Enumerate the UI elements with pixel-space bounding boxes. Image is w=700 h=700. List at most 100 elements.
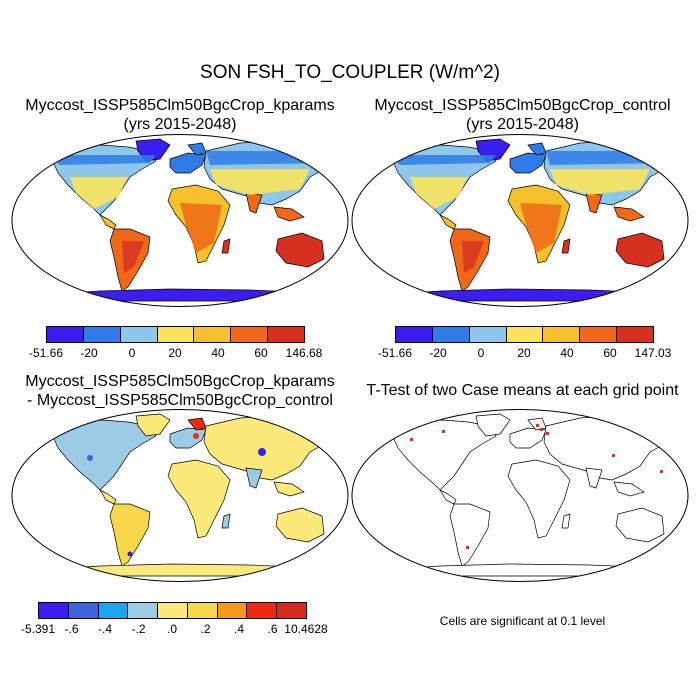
colorbar-segment xyxy=(276,602,307,619)
map-border xyxy=(351,409,689,582)
map-border xyxy=(351,134,689,307)
land-camerica xyxy=(439,489,457,505)
colorbar-segment xyxy=(579,326,618,343)
panel-ttest-title: T-Test of two Case means at each grid po… xyxy=(366,382,679,399)
colorbar-label: .2 xyxy=(200,622,211,636)
map-control xyxy=(351,134,689,307)
colorbar-segment xyxy=(127,602,159,619)
land-seasia xyxy=(273,206,305,222)
panel-difference-title-line2: - Myccost_ISSP585Clm50BgcCrop_control xyxy=(27,392,333,409)
land-africa xyxy=(167,459,231,539)
land-india xyxy=(245,192,263,214)
colorbar-segment xyxy=(505,326,544,343)
land-europe xyxy=(509,427,547,449)
colorbar-label: -5.391 xyxy=(20,622,56,636)
land-nz xyxy=(329,260,339,276)
panel-kparams-title-line1: Myccost_ISSP585Clm50BgcCrop_kparams xyxy=(25,97,335,114)
land-samerica xyxy=(109,503,151,567)
colorbar-label: -51.66 xyxy=(28,346,64,360)
land-antarctica xyxy=(28,563,329,577)
land-seasia xyxy=(613,481,645,497)
colorbar-label: 146.68 xyxy=(285,346,323,360)
colorbar-segment xyxy=(119,326,158,343)
panel-control-title-line1: Myccost_ISSP585Clm50BgcCrop_control xyxy=(374,97,671,114)
colorbar-segment xyxy=(82,326,121,343)
panel-difference-title-line1: Myccost_ISSP585Clm50BgcCrop_kparams xyxy=(25,373,335,390)
map-border xyxy=(11,409,349,582)
colorbar-label: 40 xyxy=(560,346,574,360)
land-india xyxy=(245,467,263,489)
land-india xyxy=(585,192,603,214)
land-madagascar xyxy=(221,513,231,529)
colorbar-segment xyxy=(156,326,195,343)
colorbar-label: .6 xyxy=(267,622,278,636)
colorbar-segment xyxy=(186,602,218,619)
colorbar-segment xyxy=(193,326,232,343)
land-europe xyxy=(169,152,207,174)
colorbar-label: -.6 xyxy=(64,622,79,636)
land-madagascar xyxy=(561,238,571,254)
colorbar-segment xyxy=(616,326,654,343)
colorbar-label: 147.03 xyxy=(634,346,672,360)
panel-control-title-line2: (yrs 2015-2048) xyxy=(466,116,579,133)
land-antarctica xyxy=(28,288,329,302)
panel-control-title: Myccost_ISSP585Clm50BgcCrop_control (yrs… xyxy=(350,96,695,134)
colorbar-label: .0 xyxy=(166,622,178,636)
land-greenland xyxy=(475,413,511,437)
land-camerica xyxy=(99,489,117,505)
figure-title: SON FSH_TO_COUPLER (W/m^2) xyxy=(200,62,500,83)
land-nz xyxy=(669,535,679,551)
land-europe xyxy=(169,427,207,449)
panel-kparams-title: Myccost_ISSP585Clm50BgcCrop_kparams (yrs… xyxy=(10,96,350,134)
land-namerica xyxy=(389,419,497,491)
colorbar-segment xyxy=(230,326,269,343)
significance-note: Cells are significant at 0.1 level xyxy=(439,614,606,628)
colorbar-segment xyxy=(395,326,433,343)
land-greenland xyxy=(135,413,171,437)
colorbar-difference: -5.391 -.6 -.4 -.2 .0 .2 .4 .6 10.4628 xyxy=(21,602,328,636)
colorbar-label: -20 xyxy=(80,346,98,360)
colorbar-segment xyxy=(67,602,99,619)
land-madagascar xyxy=(561,513,571,529)
land-nz xyxy=(669,260,679,276)
colorbar-label: 40 xyxy=(211,346,225,360)
colorbar-label: -.4 xyxy=(97,622,113,636)
colorbar-control: -51.66 -20 0 20 40 60 147.03 xyxy=(378,326,671,360)
colorbar-label: -.2 xyxy=(131,622,146,636)
colorbar-segment xyxy=(246,602,278,619)
colorbar-segment xyxy=(216,602,248,619)
colorbar-label: 20 xyxy=(517,346,531,360)
land-europe xyxy=(509,152,547,174)
land-antarctica xyxy=(368,563,669,577)
land-samerica xyxy=(449,503,491,567)
land-namerica xyxy=(49,419,157,491)
land-australia xyxy=(275,507,325,543)
colorbar-segment xyxy=(97,602,129,619)
land-india xyxy=(585,467,603,489)
land-antarctica xyxy=(368,288,669,302)
colorbar-segment xyxy=(431,326,470,343)
colorbar-segment xyxy=(542,326,581,343)
colorbar-segment xyxy=(157,602,188,619)
colorbar-label: 0 xyxy=(477,346,485,360)
colorbar-label: 60 xyxy=(254,346,268,360)
colorbar-segment xyxy=(468,326,507,343)
colorbar-kparams: -51.66 -20 0 20 40 60 146.68 xyxy=(29,326,322,360)
land-africa xyxy=(507,459,571,539)
map-ttest xyxy=(351,409,689,582)
panel-difference-title: Myccost_ISSP585Clm50BgcCrop_kparams - My… xyxy=(10,372,350,410)
colorbar-label: 60 xyxy=(603,346,617,360)
land-seasia xyxy=(273,481,305,497)
colorbar-segment xyxy=(46,326,84,343)
colorbar-label: .4 xyxy=(233,622,245,636)
panel-kparams-title-line2: (yrs 2015-2048) xyxy=(123,116,237,133)
colorbar-label: -20 xyxy=(429,346,447,360)
land-australia xyxy=(275,232,325,268)
colorbar-label: 20 xyxy=(168,346,182,360)
colorbar-label: 10.4628 xyxy=(284,622,328,636)
land-australia xyxy=(615,507,665,543)
map-kparams xyxy=(11,134,349,307)
land-nz xyxy=(329,535,339,551)
land-australia xyxy=(615,232,665,268)
map-difference xyxy=(11,409,349,582)
